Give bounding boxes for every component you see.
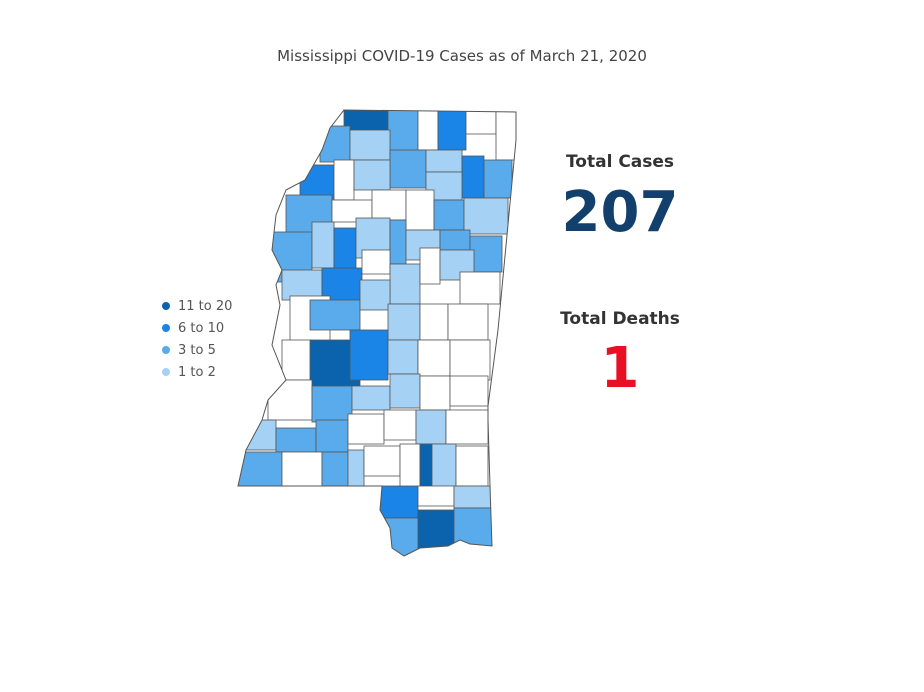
county-region [465, 110, 497, 135]
county-region [483, 159, 513, 199]
county-region [379, 485, 419, 519]
county-region [281, 269, 323, 301]
county-region [419, 247, 441, 285]
legend-item: 6 to 10 [162, 317, 232, 339]
total-deaths-value: 1 [600, 336, 640, 401]
county-region [351, 385, 391, 411]
county-region [415, 409, 447, 445]
legend-label: 11 to 20 [178, 298, 233, 314]
county-region [363, 445, 401, 477]
county-region [439, 249, 475, 281]
legend-item: 3 to 5 [162, 339, 232, 361]
legend-swatch [162, 368, 170, 376]
county-region [389, 149, 427, 189]
county-region [239, 419, 277, 451]
county-region [359, 279, 391, 311]
county-region [459, 271, 501, 305]
legend-label: 6 to 10 [178, 320, 225, 336]
county-region [417, 485, 455, 507]
county-region [463, 197, 509, 235]
county-region [281, 339, 313, 381]
county-region [321, 451, 349, 487]
county-region [439, 229, 471, 251]
county-region [267, 379, 313, 421]
county-region [311, 385, 353, 423]
county-region [405, 189, 435, 231]
map-legend: 11 to 20 6 to 10 3 to 5 1 to 2 [162, 295, 232, 383]
county-region [349, 129, 391, 161]
county-region [315, 419, 349, 453]
county-region [455, 445, 489, 487]
county-region [387, 303, 421, 341]
county-region [347, 413, 385, 445]
county-region [311, 221, 335, 269]
county-region [417, 339, 451, 377]
legend-swatch [162, 302, 170, 310]
total-cases-value: 207 [561, 180, 679, 245]
county-region [419, 303, 449, 341]
county-region [417, 110, 439, 151]
county-region [453, 485, 493, 509]
legend-item: 1 to 2 [162, 361, 232, 383]
county-region [389, 219, 407, 265]
county-region [389, 263, 421, 305]
legend-item: 11 to 20 [162, 295, 232, 317]
county-region [449, 339, 491, 381]
county-region [399, 443, 421, 493]
county-region [431, 443, 457, 493]
legend-label: 3 to 5 [178, 342, 216, 358]
county-region [437, 110, 467, 151]
state-outline [237, 109, 517, 557]
total-cases-label: Total Cases [565, 152, 675, 172]
county-region [453, 507, 495, 547]
legend-swatch [162, 346, 170, 354]
county-region [433, 199, 465, 231]
county-region [387, 339, 419, 375]
county-region [389, 373, 421, 409]
county-region [447, 303, 489, 341]
county-region [419, 443, 433, 493]
county-region [299, 164, 335, 200]
county-region [347, 449, 365, 487]
legend-swatch [162, 324, 170, 332]
county-region [309, 299, 361, 331]
county-region [449, 375, 489, 407]
county-region [383, 409, 417, 441]
county-region [425, 149, 463, 173]
legend-label: 1 to 2 [178, 364, 216, 380]
county-region [469, 235, 503, 273]
county-region [281, 451, 323, 487]
county-region [419, 375, 451, 411]
county-region [445, 409, 489, 445]
total-deaths-label: Total Deaths [560, 309, 680, 329]
map-title: Mississippi COVID-19 Cases as of March 2… [277, 47, 647, 65]
county-region [361, 249, 391, 275]
county-region [333, 159, 355, 201]
county-region [387, 110, 419, 155]
county-region [379, 517, 421, 556]
county-region [461, 155, 485, 199]
county-region [275, 427, 317, 453]
county-region [333, 227, 357, 273]
county-region [371, 189, 407, 221]
county-region [353, 159, 391, 191]
county-region [349, 329, 389, 381]
